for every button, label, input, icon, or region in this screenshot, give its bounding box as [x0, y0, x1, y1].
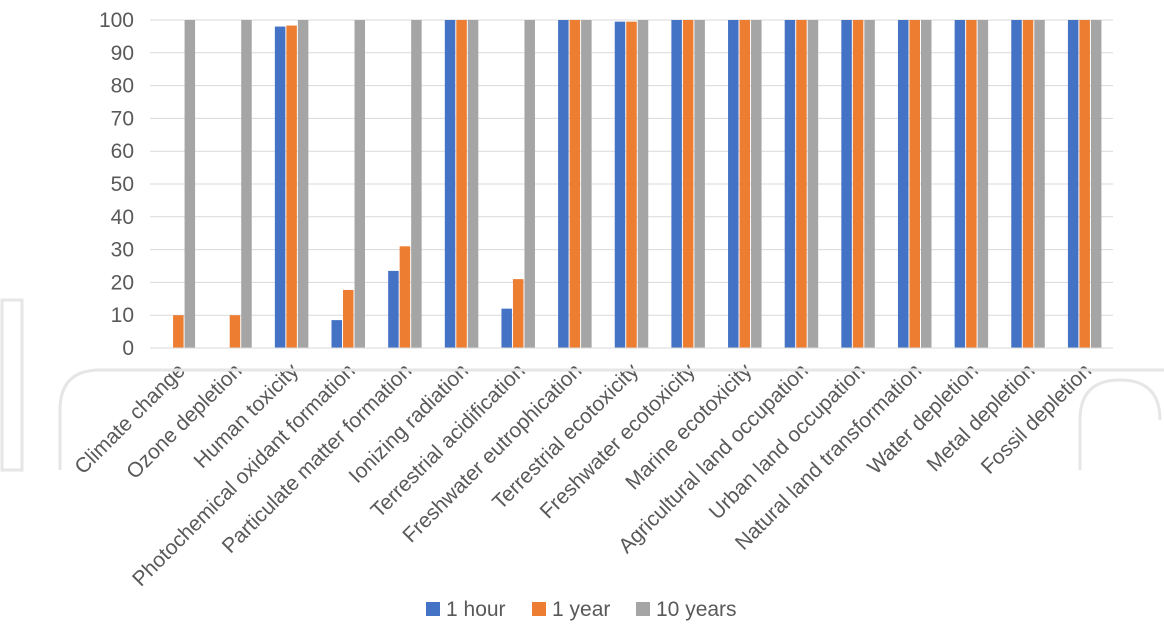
- bar-1-hour: [841, 20, 852, 348]
- legend-swatch: [426, 602, 440, 616]
- bar-1-hour: [1067, 20, 1079, 348]
- y-tick-label: 30: [111, 239, 134, 262]
- bar-10-years: [1090, 20, 1102, 348]
- bar-1-hour: [897, 20, 909, 348]
- bar-1-year: [1022, 20, 1034, 348]
- bar-10-years: [411, 20, 422, 348]
- bar-1-year: [852, 20, 864, 348]
- y-tick-label: 10: [111, 304, 134, 327]
- bar-1-hour: [444, 20, 456, 348]
- y-tick-label: 70: [111, 107, 134, 130]
- bar-10-years: [637, 20, 649, 348]
- bar-1-hour: [501, 308, 512, 348]
- bar-1-hour: [388, 270, 399, 348]
- legend-label: 1 hour: [446, 598, 506, 621]
- bar-1-year: [626, 21, 637, 348]
- y-tick-label: 50: [111, 173, 134, 196]
- bar-10-years: [920, 20, 932, 348]
- bar-1-hour: [954, 20, 966, 348]
- y-axis-ticks: 0 10 20 30 40 50 60 70 80 90 100: [99, 9, 134, 360]
- bar-1-year: [682, 20, 694, 348]
- legend-label: 10 years: [656, 598, 737, 621]
- bar-1-hour: [274, 26, 286, 349]
- y-tick-label: 90: [111, 42, 134, 65]
- bar-1-year: [909, 20, 920, 348]
- legend-label: 1 year: [552, 598, 610, 621]
- bar-10-years: [241, 20, 252, 348]
- bar-1-year: [286, 25, 297, 349]
- bar-1-year: [229, 315, 241, 348]
- bar-1-year: [512, 279, 524, 348]
- bar-series: [173, 20, 1102, 349]
- bar-1-year: [173, 315, 184, 348]
- bar-10-years: [807, 20, 819, 348]
- bar-10-years: [1034, 20, 1045, 348]
- bar-10-years: [977, 20, 989, 348]
- bar-1-year: [569, 20, 581, 348]
- legend: 1 hour 1 year 10 years: [426, 598, 737, 621]
- y-tick-label: 0: [122, 337, 134, 360]
- legend-swatch: [532, 602, 546, 616]
- bar-10-years: [694, 20, 705, 348]
- bar-10-years: [524, 20, 535, 348]
- bar-10-years: [581, 20, 592, 348]
- bar-1-hour: [784, 20, 796, 348]
- bar-10-years: [864, 20, 875, 348]
- y-tick-label: 20: [111, 271, 134, 294]
- bar-1-hour: [331, 320, 343, 348]
- legend-swatch: [636, 602, 650, 616]
- y-tick-label: 80: [111, 75, 134, 98]
- bar-1-hour: [614, 21, 626, 348]
- bar-1-hour: [728, 20, 739, 348]
- bar-1-year: [796, 20, 807, 348]
- y-tick-label: 60: [111, 140, 134, 163]
- bar-10-years: [184, 20, 196, 348]
- bar-10-years: [467, 20, 479, 348]
- y-tick-label: 40: [111, 206, 134, 229]
- bar-10-years: [751, 20, 762, 348]
- bar-1-year: [1079, 20, 1090, 348]
- bar-1-year: [456, 20, 467, 348]
- bar-10-years: [354, 20, 366, 348]
- bar-1-year: [966, 20, 977, 348]
- y-tick-label: 100: [99, 9, 134, 32]
- bar-1-hour: [1011, 20, 1022, 348]
- bar-1-year: [739, 20, 751, 348]
- bar-1-year: [399, 246, 411, 348]
- bar-1-year: [343, 289, 354, 348]
- bar-1-hour: [558, 20, 569, 348]
- bar-1-hour: [671, 20, 682, 348]
- bar-10-years: [297, 20, 309, 348]
